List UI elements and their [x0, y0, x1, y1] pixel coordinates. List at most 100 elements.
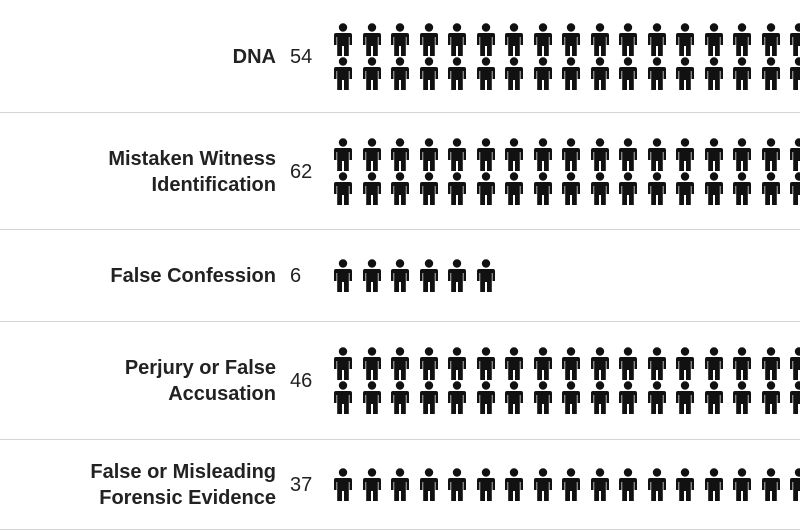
category-label-line: Perjury or False — [124, 357, 276, 379]
person-icon — [788, 347, 800, 381]
category-label: DNA — [233, 44, 276, 70]
person-icon — [475, 137, 497, 172]
person-icon — [446, 381, 468, 415]
person-icon — [361, 171, 383, 206]
person-icon — [389, 56, 411, 91]
person-icon — [475, 468, 497, 502]
icon-group — [332, 468, 800, 502]
person-icon — [760, 137, 782, 172]
person-icon — [361, 381, 383, 415]
person-icon — [475, 259, 497, 293]
person-icon — [532, 56, 554, 91]
person-icon — [589, 22, 611, 57]
person-icon — [332, 22, 354, 57]
person-icon — [731, 22, 753, 57]
person-icon — [446, 137, 468, 172]
person-icon — [646, 347, 668, 381]
person-icon — [532, 347, 554, 381]
person-icon — [503, 137, 525, 172]
person-icon — [703, 22, 725, 57]
person-icon — [503, 468, 525, 502]
person-icon — [760, 347, 782, 381]
person-icon — [788, 137, 800, 172]
person-icon — [389, 259, 411, 293]
person-icon — [475, 56, 497, 91]
person-icon — [503, 56, 525, 91]
person-icon — [361, 347, 383, 381]
chart-row: DNA 54 — [0, 0, 800, 113]
person-icon — [475, 22, 497, 57]
person-icon — [418, 259, 440, 293]
person-icon — [731, 56, 753, 91]
person-icon — [674, 347, 696, 381]
category-label-line: Accusation — [168, 383, 276, 405]
person-icon — [760, 56, 782, 91]
person-icon — [646, 381, 668, 415]
chart-row: False or Misleading Forensic Evidence 37 — [0, 440, 800, 530]
person-icon — [560, 171, 582, 206]
person-icon — [617, 381, 639, 415]
icon-group — [332, 259, 800, 293]
chart-row: Perjury or False Accusation 46 — [0, 322, 800, 440]
person-icon — [418, 468, 440, 502]
person-icon — [532, 468, 554, 502]
person-icon — [503, 347, 525, 381]
category-label-line: Forensic Evidence — [99, 487, 276, 509]
person-icon — [532, 171, 554, 206]
person-icon — [788, 22, 800, 57]
category-label-line: Mistaken Witness — [108, 147, 276, 170]
person-icon — [646, 468, 668, 502]
person-icon — [446, 468, 468, 502]
person-icon — [646, 171, 668, 206]
person-icon — [560, 381, 582, 415]
person-icon — [532, 22, 554, 57]
person-icon — [560, 347, 582, 381]
person-icon — [703, 56, 725, 91]
category-label: False or Misleading Forensic Evidence — [90, 459, 276, 511]
person-icon — [674, 56, 696, 91]
person-icon — [731, 137, 753, 172]
person-icon — [503, 22, 525, 57]
person-icon — [617, 56, 639, 91]
icon-group — [332, 347, 800, 415]
person-icon — [418, 171, 440, 206]
person-icon — [589, 171, 611, 206]
person-icon — [589, 137, 611, 172]
person-icon — [503, 171, 525, 206]
person-icon — [731, 171, 753, 206]
person-icon — [617, 137, 639, 172]
person-icon — [760, 381, 782, 415]
person-icon — [560, 468, 582, 502]
person-icon — [788, 56, 800, 91]
person-icon — [332, 347, 354, 381]
person-icon — [332, 381, 354, 415]
person-icon — [703, 137, 725, 172]
person-icon — [760, 171, 782, 206]
person-icon — [560, 22, 582, 57]
person-icon — [389, 347, 411, 381]
person-icon — [475, 381, 497, 415]
person-icon — [361, 22, 383, 57]
person-icon — [446, 56, 468, 91]
person-icon — [703, 347, 725, 381]
person-icon — [446, 22, 468, 57]
person-icon — [788, 381, 800, 415]
person-icon — [703, 381, 725, 415]
person-icon — [361, 259, 383, 293]
person-icon — [589, 468, 611, 502]
person-icon — [674, 137, 696, 172]
value-label: 37 — [290, 474, 313, 496]
person-icon — [560, 137, 582, 172]
person-icon — [788, 171, 800, 206]
person-icon — [418, 22, 440, 57]
person-icon — [674, 22, 696, 57]
person-icon — [532, 137, 554, 172]
person-icon — [446, 171, 468, 206]
person-icon — [418, 56, 440, 91]
chart-row: False Confession 6 — [0, 230, 800, 322]
person-icon — [617, 468, 639, 502]
person-icon — [361, 56, 383, 91]
person-icon — [646, 22, 668, 57]
category-label-line: False Confession — [110, 265, 276, 287]
category-label-line: False or Misleading — [90, 461, 276, 483]
